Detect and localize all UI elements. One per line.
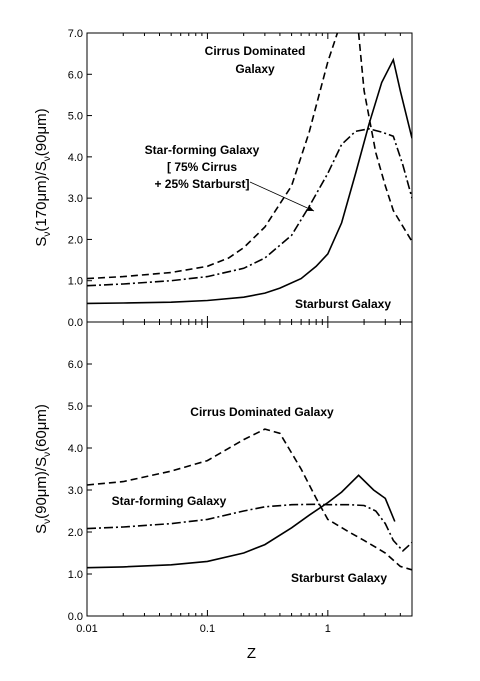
annotation-top-sf_1: Star-forming Galaxy [145, 143, 260, 157]
y-tick-label-bottom-4: 4.0 [68, 443, 83, 455]
y-tick-label-bottom-2: 2.0 [68, 527, 83, 539]
y-tick-label-bottom-6: 6.0 [68, 359, 83, 371]
annotation-top-cirrus_2: Galaxy [235, 62, 275, 76]
annotation-top-sf_2: [ 75% Cirrus [167, 160, 237, 174]
y-tick-label-top-2: 2.0 [68, 234, 83, 246]
y-tick-label-top-6: 6.0 [68, 69, 83, 81]
y-axis-label-part-bottom-4: (60μm) [33, 404, 50, 452]
y-tick-label-top-4: 4.0 [68, 152, 83, 164]
annotation-bottom-sf: Star-forming Galaxy [112, 494, 227, 508]
y-axis-label-part-bottom-3: ν [42, 452, 53, 457]
annotation-arrowhead [306, 205, 314, 211]
series-top-starburst [87, 57, 412, 305]
bottom-panel: 0.0 1.0 2.0 3.0 4.0 5.0 6.0 0.01 0.1 1 Cirrus Domi… [33, 321, 413, 662]
y-axis-label-bottom: Sν(90μm)/Sν(60μm) [33, 404, 53, 534]
annotation-bottom-sb: Starburst Galaxy [291, 571, 387, 585]
y-tick-label-top-5: 5.0 [68, 111, 83, 123]
y-tick-label-top-1: 1.0 [68, 276, 83, 288]
x-axis-label: Z [247, 645, 256, 662]
x-tick-label-1: 0.1 [200, 623, 215, 635]
y-tick-label-top-3: 3.0 [68, 193, 83, 205]
series-bottom-cirrus [87, 428, 412, 571]
y-axis-label-part-top-1: ν [42, 232, 53, 237]
annotation-top-sf_3: + 25% Starburst] [154, 177, 249, 191]
y-axis-label-part-top-4: (90μm) [33, 108, 50, 156]
y-tick-label-bottom-5: 5.0 [68, 401, 83, 413]
series-bottom-starforming [87, 503, 412, 553]
x-tick-label-0: 0.01 [76, 623, 97, 635]
plot-frame-bottom [86, 321, 413, 617]
series-top-cirrus_fall [357, 33, 412, 242]
y-tick-label-bottom-1: 1.0 [68, 569, 83, 581]
y-tick-label-top-0: 0.0 [68, 317, 83, 329]
y-tick-label-top-7: 7.0 [68, 28, 83, 40]
x-tick-label-2: 1 [325, 623, 331, 635]
annotation-top-cirrus_1: Cirrus Dominated [205, 44, 306, 58]
series-top-starforming [87, 127, 412, 287]
y-tick-label-bottom-0: 0.0 [68, 611, 83, 623]
annotation-bottom-cirrus: Cirrus Dominated Galaxy [190, 405, 334, 419]
y-axis-label-part-bottom-0: S [33, 524, 50, 534]
y-axis-label-part-bottom-1: ν [42, 519, 53, 524]
series-bottom-starburst [87, 474, 396, 569]
y-axis-label-top: Sν(170μm)/Sν(90μm) [33, 108, 53, 246]
top-panel: 0.0 1.0 2.0 3.0 4.0 5.0 6.0 7.0 Cirrus Dominated… [33, 28, 413, 329]
y-axis-label-part-top-0: S [33, 237, 50, 247]
y-axis-label-part-bottom-2: (90μm)/S [33, 457, 50, 519]
y-axis-label-part-top-2: (170μm)/S [33, 161, 50, 231]
y-tick-label-bottom-3: 3.0 [68, 485, 83, 497]
annotation-arrow [249, 181, 315, 212]
annotation-top-sb: Starburst Galaxy [295, 297, 391, 311]
series-top-cirrus [87, 33, 339, 280]
y-axis-label-part-top-3: ν [42, 156, 53, 161]
